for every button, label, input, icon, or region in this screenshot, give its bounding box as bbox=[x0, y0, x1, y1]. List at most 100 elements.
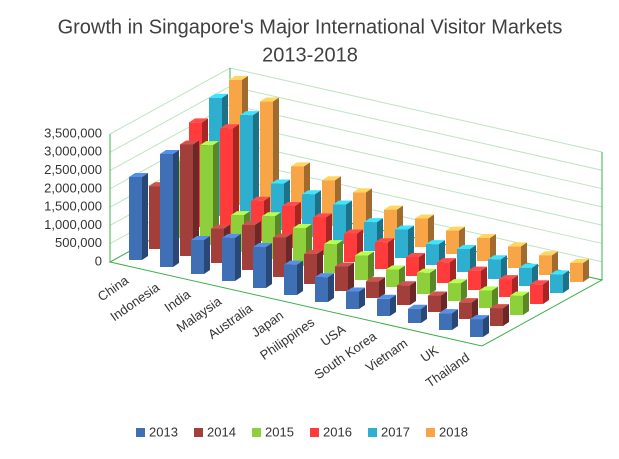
legend-label: 2018 bbox=[439, 424, 468, 439]
y-tick-label: 3,500,000 bbox=[44, 125, 102, 140]
bar-side bbox=[428, 214, 434, 247]
bar bbox=[284, 264, 297, 295]
bar-side bbox=[408, 225, 414, 258]
bar-top bbox=[437, 258, 456, 263]
bar-side bbox=[390, 294, 396, 316]
bar-top bbox=[200, 141, 219, 146]
chart-subtitle: 2013-2018 bbox=[262, 44, 358, 66]
x-tick-label: UK bbox=[418, 342, 442, 365]
bar bbox=[304, 254, 317, 284]
bar-top bbox=[271, 179, 290, 184]
bar bbox=[437, 262, 450, 283]
bar-top bbox=[231, 211, 250, 216]
bar bbox=[315, 277, 328, 302]
bar bbox=[417, 272, 430, 294]
bar bbox=[408, 308, 421, 323]
bar-top bbox=[335, 262, 354, 267]
bar-side bbox=[470, 244, 476, 272]
bar-top bbox=[291, 162, 310, 167]
bar bbox=[397, 285, 410, 305]
bar bbox=[539, 255, 552, 275]
bar-top bbox=[304, 250, 323, 255]
bar bbox=[364, 222, 377, 251]
bar bbox=[446, 230, 459, 254]
bar-side bbox=[583, 258, 589, 282]
bar bbox=[191, 239, 204, 274]
bar-top bbox=[293, 223, 312, 228]
bar-top bbox=[377, 294, 396, 299]
bar bbox=[550, 274, 563, 293]
bar-side bbox=[348, 262, 354, 291]
bar-top bbox=[448, 279, 467, 284]
bar-side bbox=[328, 273, 334, 302]
bar bbox=[477, 237, 490, 261]
bar-top bbox=[129, 172, 148, 177]
legend-label: 2014 bbox=[207, 424, 236, 439]
bar-side bbox=[379, 277, 385, 298]
bar bbox=[457, 248, 470, 272]
bar bbox=[508, 246, 521, 268]
bar bbox=[180, 144, 193, 256]
bar-side bbox=[297, 260, 303, 295]
bar-side bbox=[388, 238, 394, 269]
bar bbox=[293, 227, 306, 266]
bar-side bbox=[523, 291, 529, 315]
y-tick-label: 2,500,000 bbox=[44, 162, 102, 177]
legend-label: 2015 bbox=[265, 424, 294, 439]
bar-top bbox=[539, 251, 558, 256]
bar bbox=[479, 290, 492, 308]
bar-side bbox=[492, 286, 498, 308]
bar-top bbox=[470, 315, 489, 320]
bar-side bbox=[142, 172, 148, 260]
bar bbox=[355, 255, 368, 280]
bar-side bbox=[450, 258, 456, 283]
x-tick-label: USA bbox=[318, 321, 349, 349]
bar-top bbox=[428, 291, 447, 296]
bar bbox=[377, 298, 390, 316]
bar-side bbox=[421, 304, 427, 323]
bar bbox=[519, 267, 532, 286]
bar-top bbox=[426, 240, 445, 245]
y-tick-label: 1,500,000 bbox=[44, 199, 102, 214]
bar bbox=[200, 145, 213, 245]
bar bbox=[468, 270, 481, 290]
bar bbox=[333, 204, 346, 244]
bar-top bbox=[322, 176, 341, 181]
bar bbox=[313, 217, 326, 255]
bar-top bbox=[490, 304, 509, 309]
bar bbox=[242, 225, 255, 270]
bar-side bbox=[368, 251, 374, 280]
bar-top bbox=[355, 251, 374, 256]
legend-label: 2016 bbox=[323, 424, 352, 439]
bar-top bbox=[459, 298, 478, 303]
bar bbox=[470, 319, 483, 337]
bar-side bbox=[359, 287, 365, 309]
bar-top bbox=[415, 214, 434, 219]
bar-top bbox=[510, 291, 529, 296]
bar-side bbox=[512, 275, 518, 297]
bar-side bbox=[483, 315, 489, 337]
bar-side bbox=[552, 251, 558, 275]
bar-top bbox=[251, 196, 270, 201]
x-tick-label: India bbox=[161, 286, 193, 315]
bar bbox=[160, 153, 173, 267]
bar-top bbox=[313, 213, 332, 218]
bar-top bbox=[160, 149, 179, 154]
bar bbox=[129, 176, 142, 260]
bar bbox=[324, 244, 337, 273]
bar-top bbox=[499, 275, 518, 280]
bar bbox=[273, 237, 286, 277]
bar-top bbox=[222, 233, 241, 238]
bar-top bbox=[384, 205, 403, 210]
bar-top bbox=[282, 201, 301, 206]
y-tick-label: 2,000,000 bbox=[44, 180, 102, 195]
legend-swatch bbox=[136, 428, 145, 437]
bar bbox=[344, 233, 357, 262]
bar-top bbox=[364, 218, 383, 223]
bar bbox=[220, 128, 233, 234]
bar bbox=[253, 247, 266, 288]
bar-top bbox=[375, 238, 394, 243]
bar bbox=[406, 256, 419, 276]
grid-line bbox=[109, 67, 603, 153]
